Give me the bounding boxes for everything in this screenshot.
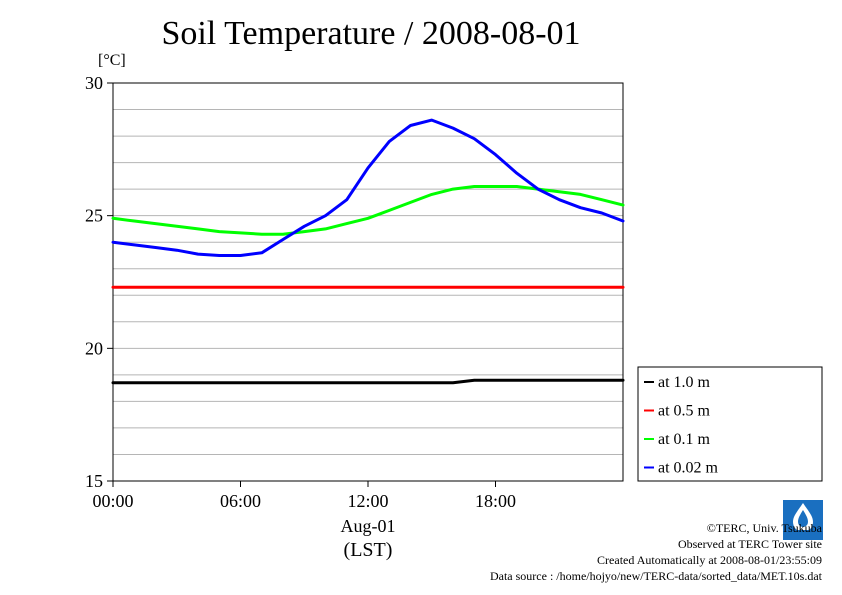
x-axis-ticks: 00:00 06:00 12:00 18:00 (92, 481, 516, 511)
x-axis-date-label: Aug-01 (341, 516, 396, 536)
plot-frame (112, 82, 624, 482)
source-text: Data source : /home/hojyo/new/TERC-data/… (489, 569, 822, 583)
legend-label: at 0.1 m (658, 431, 711, 448)
x-tick-label: 18:00 (475, 491, 516, 511)
chart-title: Soil Temperature / 2008-08-01 (161, 15, 581, 52)
x-tick-label: 00:00 (92, 491, 133, 511)
series-group (111, 118, 625, 385)
legend: at 1.0 m at 0.5 m at 0.1 m at 0.02 m (637, 366, 823, 482)
y-tick-label: 30 (85, 73, 103, 93)
x-tick-label: 06:00 (220, 491, 261, 511)
series-line-4 (111, 118, 625, 257)
x-axis-zone-label: (LST) (344, 539, 393, 561)
y-tick-label: 15 (85, 471, 103, 491)
x-tick-label: 12:00 (347, 491, 388, 511)
y-tick-label: 20 (85, 338, 103, 358)
legend-label: at 0.02 m (658, 460, 719, 477)
legend-label: at 0.5 m (658, 403, 711, 420)
created-text: Created Automatically at 2008-08-01/23:5… (597, 553, 822, 567)
credits-block: ©TERC, Univ. Tsukuba Observed at TERC To… (490, 520, 822, 584)
series-line-1 (111, 378, 625, 385)
site-text: Observed at TERC Tower site (677, 537, 822, 551)
copyright-text: ©TERC, Univ. Tsukuba (706, 521, 822, 535)
y-axis-unit: [°C] (98, 52, 126, 69)
terc-logo (783, 500, 823, 540)
y-tick-label: 25 (85, 206, 103, 226)
legend-box (637, 366, 823, 482)
grid-lines (113, 109, 623, 455)
y-axis-ticks: 15 20 25 30 (85, 73, 113, 491)
legend-label: at 1.0 m (658, 374, 711, 391)
